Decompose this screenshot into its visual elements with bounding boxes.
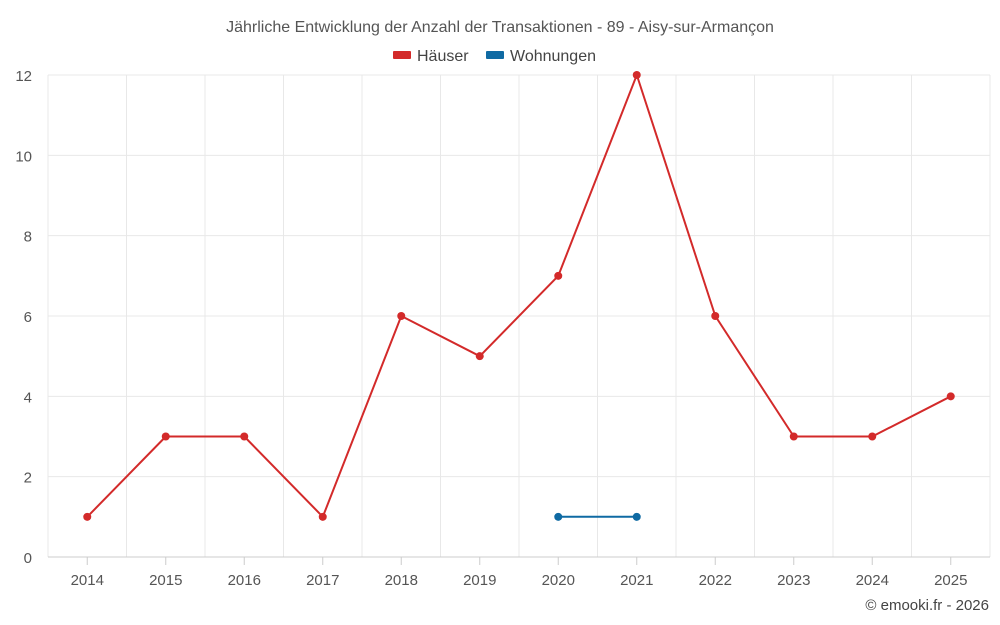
data-point[interactable] [711,312,720,320]
series-wohnungen [554,512,641,521]
chart-title: Jährliche Entwicklung der Anzahl der Tra… [226,19,774,36]
legend: Häuser Wohnungen [393,48,596,65]
series-line [86,74,952,518]
x-tick-label: 2016 [228,572,261,589]
x-tick-label: 2018 [385,572,418,589]
data-point[interactable] [946,392,955,401]
x-tick-label: 2014 [71,572,104,589]
y-tick-label: 0 [24,550,32,567]
grid [47,74,991,557]
x-tick-label: 2017 [306,572,339,589]
y-tick-label: 6 [24,309,32,326]
y-tick-label: 4 [24,389,32,406]
x-tick-label: 2021 [620,572,653,589]
data-point[interactable] [475,352,484,361]
data-point[interactable] [83,512,92,521]
data-point[interactable] [240,432,249,441]
x-tick-label: 2023 [777,572,810,589]
x-tick-label: 2022 [699,572,732,589]
legend-label-wohnungen: Wohnungen [510,48,596,65]
legend-item-haeuser[interactable]: Häuser [393,48,469,65]
legend-swatch-haeuser [393,51,411,59]
data-point[interactable] [632,512,641,521]
x-tick-label: 2020 [542,572,575,589]
x-tick-label: 2024 [856,572,889,589]
y-tick-label: 10 [15,148,32,165]
x-tick-label: 2015 [149,572,182,589]
y-tick-label: 8 [24,229,32,246]
y-tick-label: 2 [24,470,32,487]
data-point[interactable] [318,512,327,521]
x-tick-label: 2019 [463,572,496,589]
series-haeuser [83,71,955,521]
legend-swatch-wohnungen [486,51,504,59]
data-point[interactable] [161,432,170,441]
data-point[interactable] [554,512,563,521]
axes: 0 2 4 6 8 10 12 2014 2015 2016 2017 2018 2019 2020 202… [15,68,990,589]
x-tick-label: 2025 [934,572,967,589]
data-point[interactable] [868,432,877,441]
y-tick-label: 12 [15,68,32,85]
data-point[interactable] [789,432,798,441]
credit-text: © emooki.fr - 2026 [865,597,989,614]
data-point[interactable] [554,271,563,280]
legend-label-haeuser: Häuser [417,48,469,65]
plot-area [83,71,955,521]
data-point[interactable] [397,312,406,320]
legend-item-wohnungen[interactable]: Wohnungen [486,48,596,65]
data-point[interactable] [632,71,641,79]
